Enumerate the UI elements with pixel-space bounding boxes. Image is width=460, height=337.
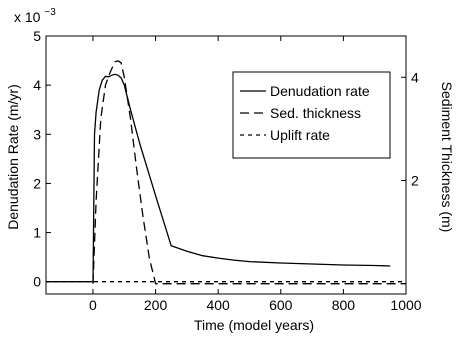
- y-left-tick-label: 3: [33, 126, 41, 142]
- x-tick-label: 600: [269, 297, 293, 313]
- x-tick-label: 200: [144, 297, 168, 313]
- y-left-axis-ticks: 0 1 2 3 4 5: [33, 28, 51, 290]
- y-exponent-label: x 10 −3: [14, 7, 56, 25]
- y-left-tick-label: 0: [33, 274, 41, 290]
- legend-box: [232, 71, 391, 159]
- plot-area-frame: [45, 35, 407, 295]
- y-left-tick-label: 5: [33, 28, 41, 44]
- x-tick-label: 0: [89, 297, 97, 313]
- y-left-tick-label: 4: [33, 77, 41, 93]
- y-right-axis-ticks: 24: [401, 69, 419, 188]
- x-axis-label: Time (model years): [194, 317, 314, 333]
- y-right-tick-label: 4: [411, 69, 419, 85]
- legend-entry-label: Sed. thickness: [270, 105, 361, 121]
- x-tick-label: 1000: [390, 297, 421, 313]
- y-right-tick-label: 2: [411, 172, 419, 188]
- legend-entry-label: Uplift rate: [270, 127, 330, 143]
- y-left-axis-label: Denudation Rate (m/yr): [5, 84, 21, 230]
- series-line-1: [92, 60, 406, 285]
- legend: Denudation rate Sed. thickness Uplift rate: [232, 71, 391, 159]
- x-axis-ticks: 0 200 400 600 800 1000: [89, 36, 422, 313]
- y-right-axis-label: Sediment Thickness (m): [439, 82, 455, 233]
- x-tick-label: 400: [206, 297, 230, 313]
- y-left-tick-label: 2: [33, 175, 41, 191]
- series-line-0: [46, 73, 391, 283]
- series-layer: [46, 60, 406, 285]
- legend-entry-label: Denudation rate: [270, 83, 370, 99]
- y-exponent-power: −3: [44, 7, 56, 18]
- y-left-tick-label: 1: [33, 225, 41, 241]
- x-tick-label: 800: [332, 297, 356, 313]
